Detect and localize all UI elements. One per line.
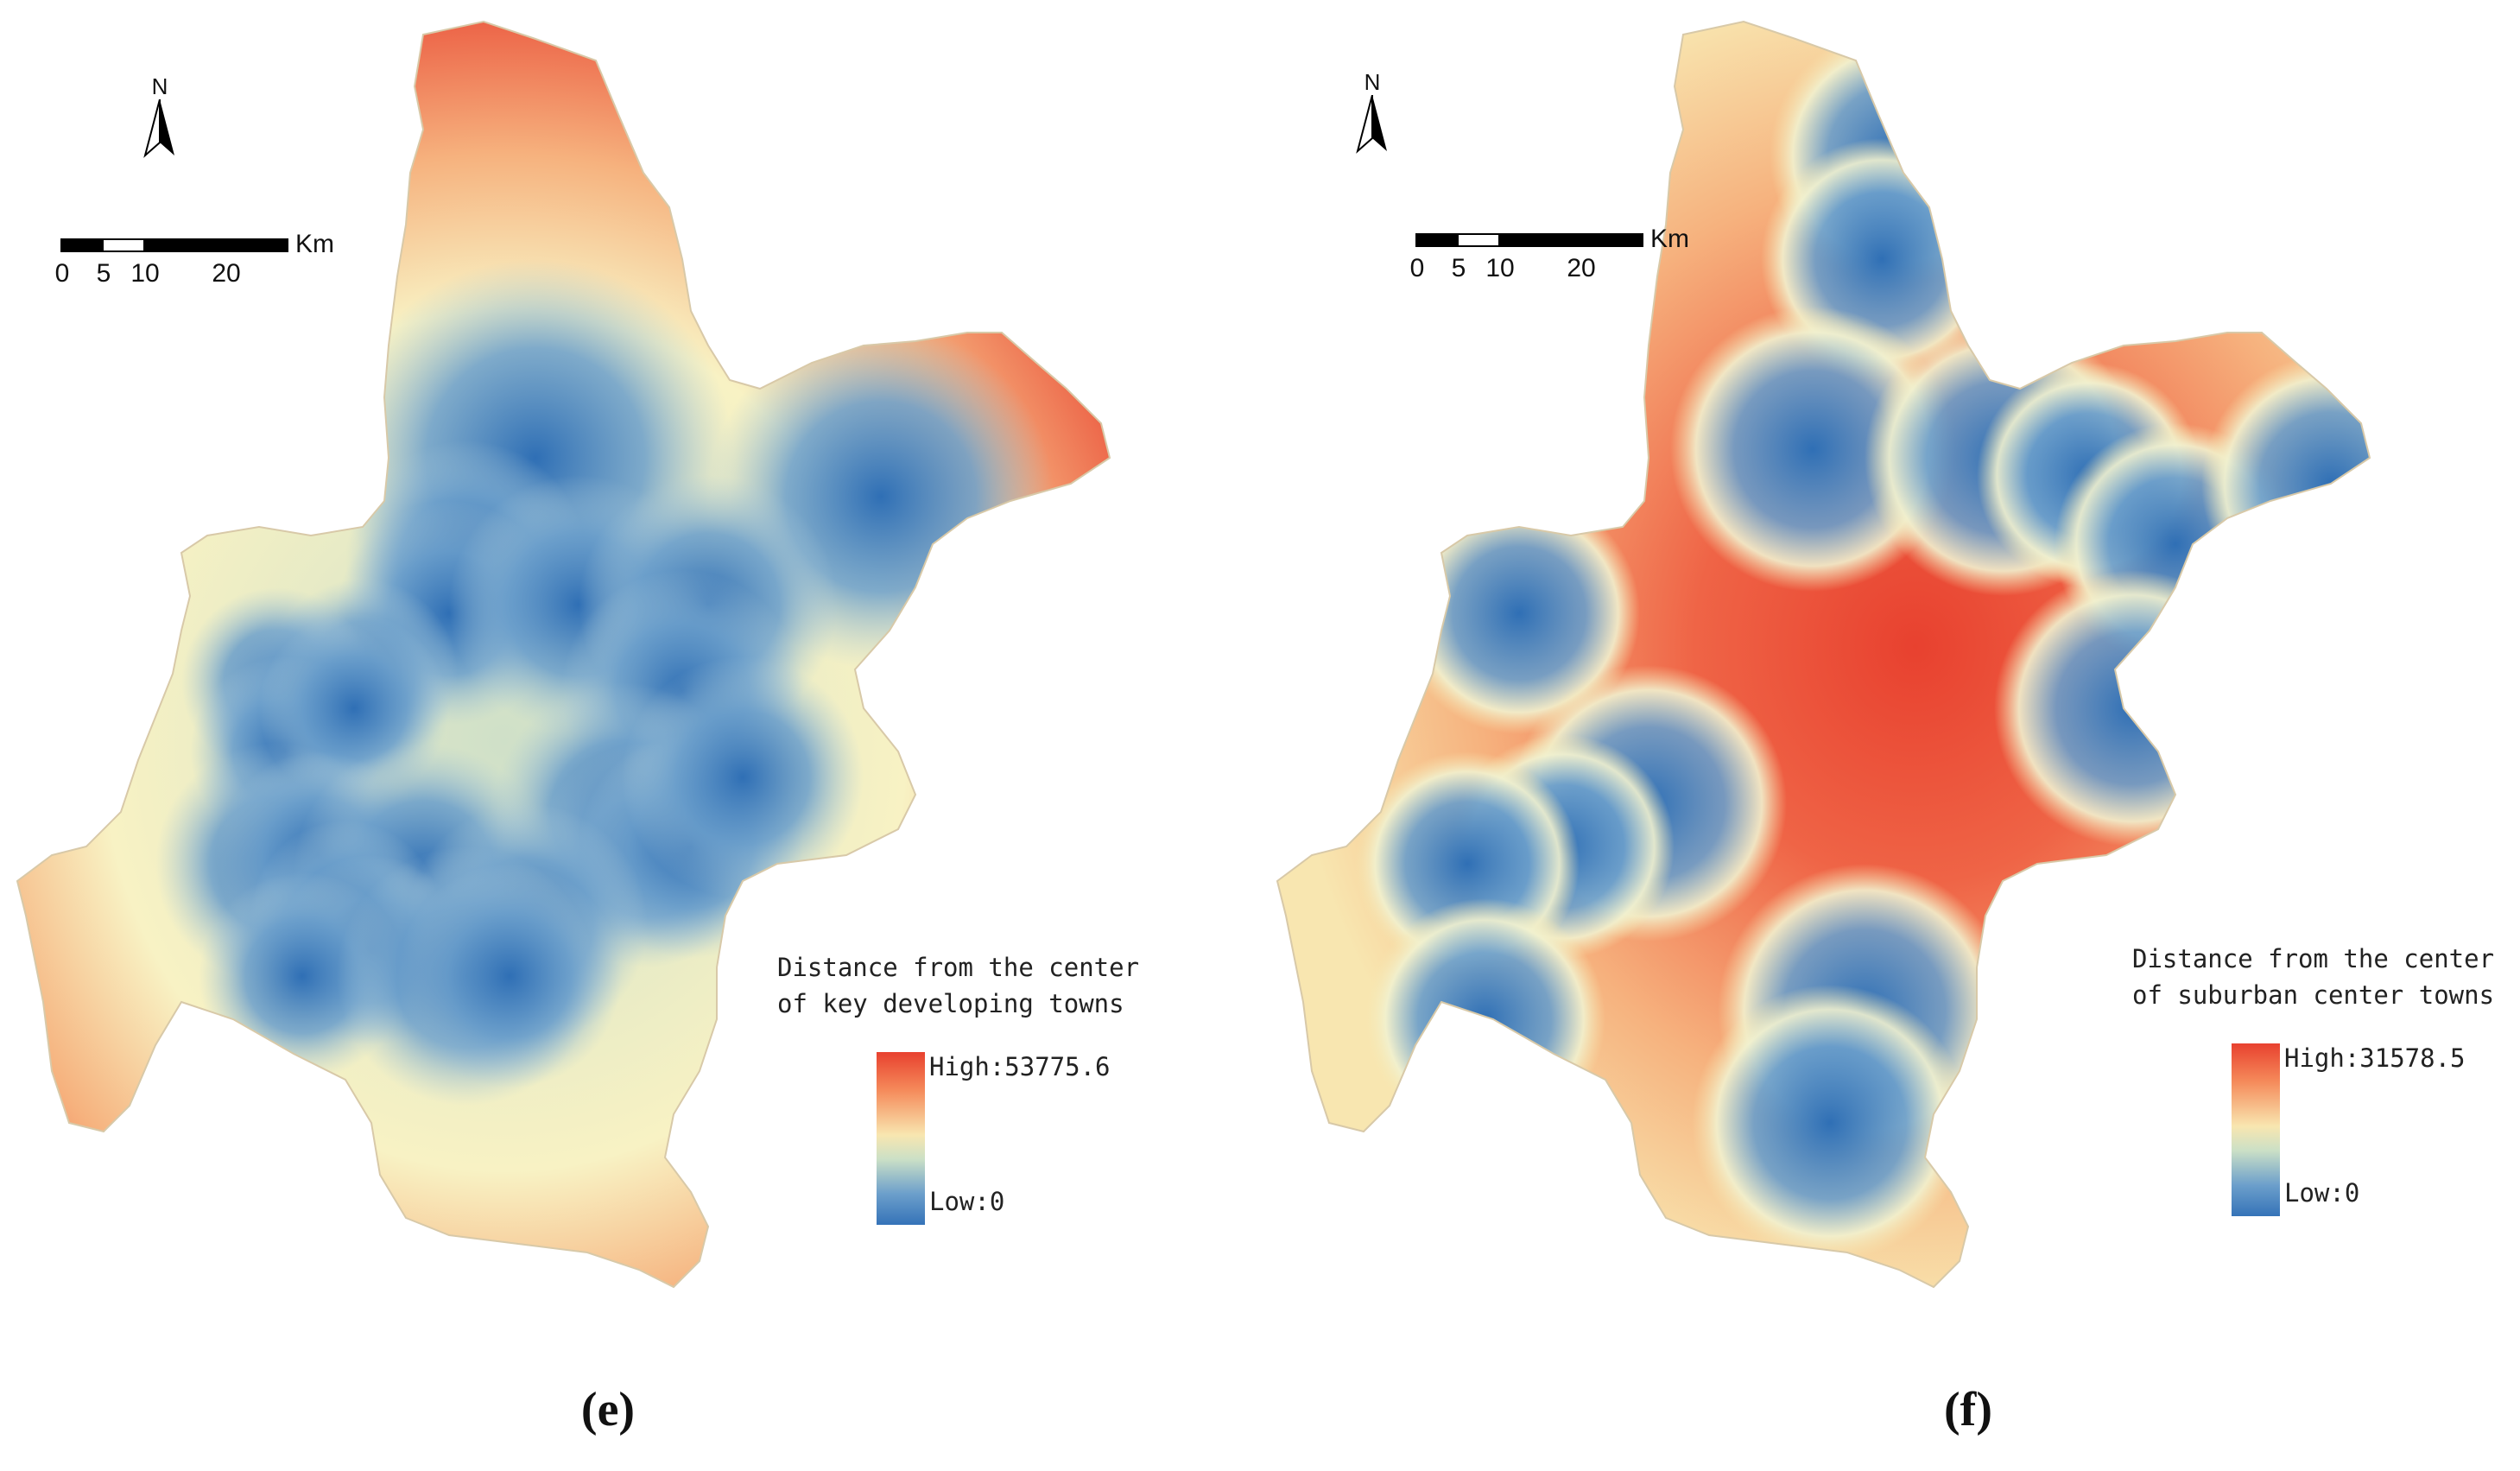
legend-title-line2: of key developing towns (777, 989, 1124, 1018)
caption-e: (e) (580, 1383, 636, 1436)
north-arrow-e: N (130, 73, 190, 168)
scale-tick: 5 (96, 259, 111, 288)
town-center-marker (1364, 898, 1605, 1140)
scale-bar-e: Km 0 5 10 20 (55, 230, 334, 308)
town-center-marker (1994, 570, 2270, 846)
caption-f: (f) (1944, 1383, 1992, 1436)
legend-low-label: Low:0 (2284, 1178, 2360, 1208)
map-panel-f: N Km 0 5 10 20 Distance from the center … (1260, 0, 2520, 1471)
scale-segment (60, 238, 104, 252)
town-center-marker (622, 656, 864, 898)
scale-bar-f: Km 0 5 10 20 (1410, 225, 1689, 302)
scale-segment (1498, 233, 1643, 247)
scale-unit: Km (295, 230, 334, 258)
map-panel-e: N Km 0 5 10 20 Distance from the center … (16, 21, 1175, 1436)
north-label: N (151, 73, 168, 99)
town-center-marker (1692, 985, 1968, 1261)
legend-e: Distance from the center of key developi… (777, 950, 1175, 1235)
scale-segment (143, 238, 288, 252)
town-center-marker (1398, 492, 1640, 734)
legend-title-line1: Distance from the center (777, 953, 1140, 982)
distance-map-e (16, 21, 1111, 1288)
scale-tick: 0 (54, 259, 70, 288)
scale-tick: 20 (212, 259, 241, 288)
distance-map-f (1276, 21, 2371, 1288)
north-arrow-icon (1356, 95, 1387, 154)
scale-segment (1415, 233, 1459, 247)
scale-tick: 20 (1567, 254, 1596, 282)
legend-color-ramp (2232, 1043, 2280, 1216)
scale-tick: 10 (130, 259, 160, 288)
scale-tick: 5 (1451, 254, 1466, 282)
legend-f: Distance from the center of suburban cen… (2132, 942, 2512, 1227)
scale-tick: 0 (1409, 254, 1425, 282)
north-label: N (1364, 69, 1381, 95)
legend-low-label: Low:0 (929, 1187, 1005, 1216)
north-arrow-f: N (1342, 69, 1402, 164)
legend-title-line2: of suburban center towns (2132, 980, 2495, 1010)
legend-high-label: High:53775.6 (929, 1052, 1111, 1081)
scale-unit: Km (1650, 225, 1689, 253)
legend-color-ramp (877, 1052, 925, 1225)
scale-segment (102, 238, 145, 252)
scale-segment (1457, 233, 1500, 247)
legend-high-label: High:31578.5 (2284, 1043, 2466, 1073)
town-center-marker (397, 864, 622, 1088)
scale-tick: 10 (1485, 254, 1515, 282)
north-arrow-icon (143, 99, 174, 158)
legend-title-line1: Distance from the center (2132, 944, 2495, 973)
